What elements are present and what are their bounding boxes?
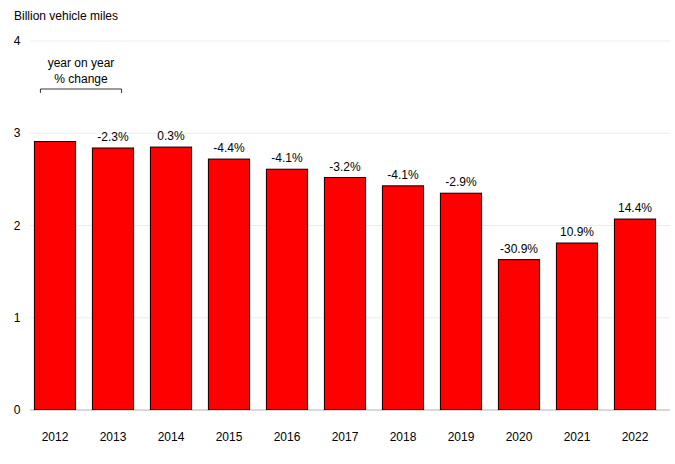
x-tick-label: 2022 xyxy=(622,430,649,444)
bar xyxy=(324,178,365,410)
change-label: 0.3% xyxy=(157,129,185,143)
x-tick-label: 2013 xyxy=(100,430,127,444)
bar xyxy=(498,260,539,410)
annotation-note: year on year xyxy=(48,56,115,70)
bar xyxy=(150,147,191,410)
change-label: -4.4% xyxy=(213,141,245,155)
y-axis-label: Billion vehicle miles xyxy=(14,9,118,23)
bar xyxy=(266,169,307,410)
y-tick-label: 3 xyxy=(14,126,21,140)
change-label: -2.9% xyxy=(445,175,477,189)
bar xyxy=(208,159,249,410)
y-tick-label: 4 xyxy=(14,34,21,48)
x-tick-label: 2014 xyxy=(158,430,185,444)
change-label: -4.1% xyxy=(271,151,303,165)
x-tick-label: 2020 xyxy=(506,430,533,444)
x-tick-label: 2021 xyxy=(564,430,591,444)
bar xyxy=(440,193,481,410)
bar xyxy=(382,186,423,410)
change-label: -3.2% xyxy=(329,160,361,174)
change-label: -2.3% xyxy=(97,130,129,144)
x-tick-label: 2015 xyxy=(216,430,243,444)
bar xyxy=(92,148,133,410)
chart-svg: 0 1 2 3 4 Billion vehicle miles 2012 2013 2014 20… xyxy=(0,0,675,464)
change-label: 10.9% xyxy=(560,225,594,239)
change-label: -4.1% xyxy=(387,168,419,182)
x-tick-label: 2016 xyxy=(274,430,301,444)
change-label: -30.9% xyxy=(500,242,538,256)
annotation-note: % change xyxy=(54,72,108,86)
x-tick-label: 2019 xyxy=(448,430,475,444)
bar xyxy=(34,142,75,410)
y-tick-label: 1 xyxy=(14,311,21,325)
x-tick-label: 2017 xyxy=(332,430,359,444)
annotation-bracket xyxy=(40,89,121,93)
grid-line xyxy=(30,41,670,42)
y-tick-label: 2 xyxy=(14,219,21,233)
y-tick-label: 0 xyxy=(14,403,21,417)
chart-root: 0 1 2 3 4 Billion vehicle miles 2012 2013 2014 20… xyxy=(0,0,675,464)
x-tick-label: 2012 xyxy=(42,430,69,444)
change-label: 14.4% xyxy=(618,201,652,215)
x-tick-label: 2018 xyxy=(390,430,417,444)
bars xyxy=(34,142,655,410)
bar xyxy=(556,243,597,410)
bar xyxy=(614,219,655,410)
